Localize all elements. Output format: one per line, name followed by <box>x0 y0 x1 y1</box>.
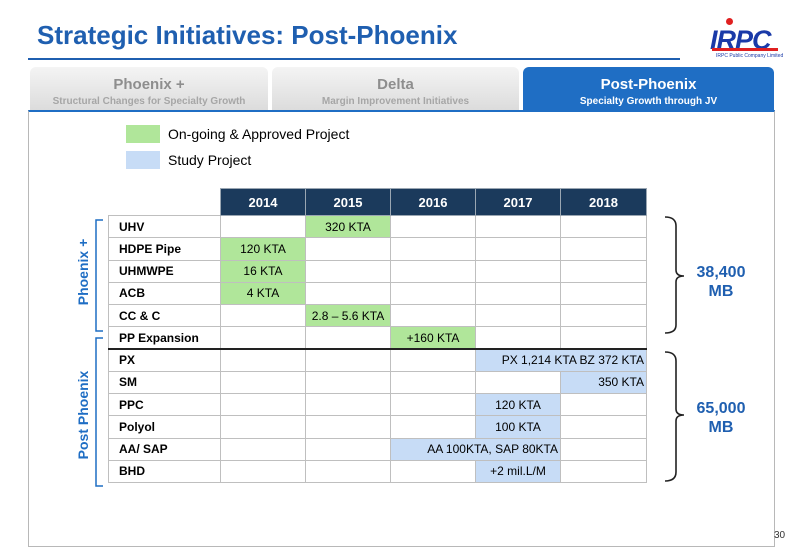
tab-title: Post-Phoenix <box>600 76 697 93</box>
timeline-cell: +2 mil.L/M <box>475 459 561 484</box>
year-header: 2015 <box>305 188 391 216</box>
tab-title: Delta <box>377 76 414 93</box>
group-label-phoenix-plus: Phoenix + <box>75 238 91 306</box>
group-total-phoenix-plus: 38,400 MB <box>696 264 746 300</box>
post-phoenix-right-brace <box>664 351 685 482</box>
phoenix-left-bracket <box>95 219 103 332</box>
tab-post-phoenix[interactable]: Post-Phoenix Specialty Growth through JV <box>523 67 774 110</box>
project-name: UHMWPE <box>108 259 221 283</box>
tab-delta[interactable]: Delta Margin Improvement Initiatives <box>272 67 519 110</box>
post-phoenix-left-bracket <box>95 337 103 487</box>
timeline-cell: +160 KTA <box>390 326 476 350</box>
title-divider <box>28 58 680 60</box>
page-number: 30 <box>774 530 786 541</box>
logo-dot <box>726 18 733 25</box>
timeline-cell: AA 100KTA, SAP 80KTA <box>390 437 561 461</box>
legend-label-study: Study Project <box>168 152 252 168</box>
table-row: AA/ SAP AA 100KTA, SAP 80KTA <box>108 437 647 461</box>
legend-swatch-study <box>126 151 160 169</box>
tab-subtitle: Specialty Growth through JV <box>579 96 718 107</box>
irpc-logo: IRPC IRPC Public Company Limited <box>700 18 786 64</box>
legend-swatch-ongoing <box>126 125 160 143</box>
timeline-cell: 350 KTA <box>560 370 647 395</box>
page-title: Strategic Initiatives: Post-Phoenix <box>37 20 458 50</box>
legend-label-ongoing: On-going & Approved Project <box>168 126 350 142</box>
timeline-cell: 16 KTA <box>220 259 306 283</box>
logo-underline <box>712 48 778 51</box>
tab-phoenix-plus[interactable]: Phoenix + Structural Changes for Special… <box>30 67 268 110</box>
year-header: 2014 <box>220 188 306 216</box>
table-row: UHV 320 KTA <box>108 214 647 239</box>
table-row: ACB 4 KTA <box>108 281 647 306</box>
table-row: BHD +2 mil.L/M <box>108 459 647 484</box>
logo-subtext: IRPC Public Company Limited <box>716 53 784 59</box>
project-name: UHV <box>108 214 221 239</box>
phoenix-right-brace <box>664 216 685 334</box>
timeline-cell: PX 1,214 KTA BZ 372 KTA <box>475 347 647 372</box>
group-label-post-phoenix: Post Phoenix <box>75 370 91 460</box>
project-timeline-table: 2014 2015 2016 2017 2018 UHV 320 KTA HDPE … <box>108 188 647 484</box>
tab-title: Phoenix + <box>113 76 185 93</box>
content-panel <box>28 110 775 547</box>
tab-subtitle: Margin Improvement Initiatives <box>321 96 470 107</box>
timeline-cell: 320 KTA <box>305 214 391 239</box>
table-row: PPC 120 KTA <box>108 392 647 417</box>
tab-subtitle: Structural Changes for Specialty Growth <box>52 96 246 107</box>
table-row: PX PX 1,214 KTA BZ 372 KTA <box>108 347 647 372</box>
table-row: PP Expansion +160 KTA <box>108 326 647 350</box>
year-header: 2016 <box>390 188 476 216</box>
project-name: BHD <box>108 459 221 484</box>
timeline-cell: 120 KTA <box>220 237 306 261</box>
table-row: Polyol 100 KTA <box>108 415 647 439</box>
project-name: AA/ SAP <box>108 437 221 461</box>
timeline-cell: 120 KTA <box>475 392 561 417</box>
timeline-cell <box>560 459 647 484</box>
year-header-row: 2014 2015 2016 2017 2018 <box>109 188 647 216</box>
group-total-post-phoenix: 65,000 MB <box>696 400 746 436</box>
year-header: 2017 <box>475 188 561 216</box>
